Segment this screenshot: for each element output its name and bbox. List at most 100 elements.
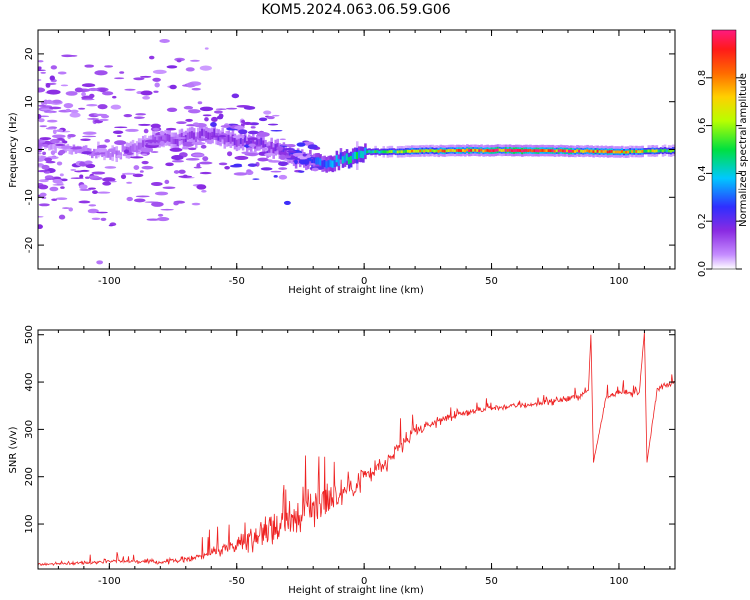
heatmap-cell bbox=[384, 150, 388, 154]
heatmap-cell bbox=[180, 132, 184, 141]
heatmap-cell bbox=[168, 134, 172, 142]
heatmap-cell bbox=[370, 150, 373, 154]
heatmap-blob bbox=[153, 90, 159, 93]
heatmap-blob bbox=[44, 157, 53, 162]
heatmap-blob bbox=[38, 203, 50, 207]
heatmap-blob bbox=[52, 184, 65, 186]
heatmap-cell bbox=[223, 137, 227, 145]
heatmap-cell bbox=[535, 149, 538, 153]
heatmap-cell bbox=[404, 149, 408, 153]
heatmap-blob bbox=[114, 126, 128, 129]
heatmap-cell bbox=[500, 149, 504, 152]
heatmap-blob bbox=[46, 99, 53, 105]
heatmap-cell bbox=[408, 150, 412, 153]
heatmap-blob bbox=[81, 151, 92, 155]
heatmap-blob bbox=[255, 144, 262, 147]
heatmap-cell bbox=[523, 149, 526, 153]
heatmap-cell bbox=[547, 149, 551, 153]
snr-series-line bbox=[38, 332, 675, 567]
heatmap-cell bbox=[337, 158, 341, 166]
heatmap-blob bbox=[60, 186, 65, 189]
heatmap-cell bbox=[231, 134, 235, 142]
heatmap-blob bbox=[45, 127, 55, 130]
heatmap-cell bbox=[629, 149, 632, 153]
heatmap-blob bbox=[102, 177, 116, 182]
heatmap-cell bbox=[237, 138, 241, 146]
heatmap-blob bbox=[110, 104, 122, 110]
heatmap-blob bbox=[84, 176, 90, 179]
y-tick-label: 20 bbox=[24, 48, 35, 61]
heatmap-blob bbox=[88, 187, 96, 190]
heatmap-cell bbox=[298, 155, 302, 163]
heatmap-blob bbox=[132, 173, 144, 178]
heatmap-cell bbox=[645, 149, 648, 153]
heatmap-blob bbox=[51, 198, 58, 201]
heatmap-blob bbox=[89, 93, 95, 99]
heatmap-cell bbox=[480, 148, 483, 152]
heatmap-blob bbox=[218, 135, 227, 138]
heatmap-blob bbox=[305, 155, 312, 158]
heatmap-blob bbox=[141, 160, 149, 165]
heatmap-blob bbox=[278, 161, 288, 167]
heatmap-blob bbox=[189, 59, 201, 62]
heatmap-cell bbox=[123, 146, 127, 154]
heatmap-cell bbox=[137, 142, 141, 150]
heatmap-blob bbox=[84, 64, 95, 68]
heatmap-cell bbox=[459, 149, 463, 153]
heatmap-blob bbox=[138, 123, 151, 126]
heatmap-cell bbox=[394, 150, 398, 154]
heatmap-blob bbox=[250, 126, 256, 129]
heatmap-cell bbox=[478, 149, 481, 153]
heatmap-blob bbox=[38, 104, 47, 107]
heatmap-cell bbox=[353, 151, 357, 159]
heatmap-blob bbox=[216, 142, 222, 146]
heatmap-blob bbox=[62, 140, 68, 144]
heatmap-cell bbox=[623, 150, 626, 154]
colorbar-label: Normalized spectral amplitude bbox=[738, 73, 749, 227]
heatmap-cell bbox=[368, 149, 371, 153]
heatmap-cell bbox=[453, 149, 457, 153]
heatmap-blob bbox=[126, 196, 133, 202]
heatmap-blob bbox=[120, 174, 127, 180]
heatmap-cell bbox=[620, 150, 624, 153]
heatmap-blob bbox=[286, 150, 297, 153]
heatmap-blob bbox=[100, 114, 110, 119]
heatmap-blob bbox=[165, 127, 177, 131]
colorbar-tick-label: 0.6 bbox=[697, 118, 708, 134]
heatmap-cell bbox=[170, 136, 174, 144]
heatmap-blob bbox=[116, 135, 122, 137]
heatmap-blob bbox=[150, 181, 163, 187]
heatmap-blob bbox=[234, 155, 249, 160]
heatmap-cell bbox=[627, 150, 630, 154]
heatmap-cell bbox=[637, 150, 640, 154]
heatmap-blob bbox=[176, 59, 182, 63]
heatmap-cell bbox=[192, 132, 196, 140]
heatmap-cell bbox=[618, 150, 622, 154]
heatmap-cell bbox=[596, 149, 600, 153]
heatmap-blob bbox=[160, 208, 174, 211]
heatmap-cell bbox=[274, 144, 278, 152]
heatmap-cell bbox=[451, 148, 455, 152]
heatmap-cell bbox=[533, 149, 536, 153]
heatmap-blob bbox=[125, 128, 139, 132]
heatmap-blob bbox=[233, 163, 243, 167]
heatmap-blob bbox=[197, 101, 203, 105]
heatmap-blob bbox=[279, 151, 288, 156]
heatmap-cell bbox=[576, 149, 579, 153]
heatmap-blob bbox=[185, 118, 193, 122]
heatmap-cell bbox=[229, 136, 233, 144]
heatmap-blob bbox=[264, 152, 276, 156]
x-tick-label: 0 bbox=[361, 576, 367, 587]
heatmap-cell bbox=[574, 150, 577, 153]
heatmap-cell bbox=[494, 148, 498, 152]
heatmap-blob bbox=[242, 121, 253, 125]
heatmap-cell bbox=[141, 140, 145, 148]
heatmap-blob bbox=[233, 172, 248, 176]
heatmap-cell bbox=[115, 150, 119, 158]
heatmap-blob bbox=[182, 174, 188, 179]
heatmap-blob bbox=[278, 167, 288, 170]
heatmap-cell bbox=[225, 135, 229, 143]
heatmap-cell bbox=[355, 152, 359, 160]
heatmap-cell bbox=[602, 150, 606, 154]
